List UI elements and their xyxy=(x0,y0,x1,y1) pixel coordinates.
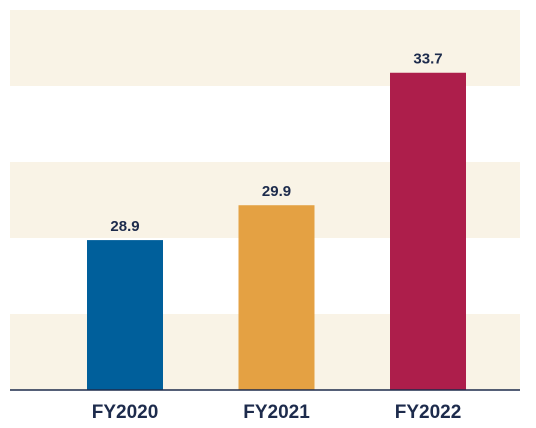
bar xyxy=(87,240,163,390)
bar xyxy=(238,205,315,390)
value-label: 28.9 xyxy=(110,218,139,235)
value-label: 33.7 xyxy=(413,51,442,68)
bar xyxy=(390,72,466,391)
x-tick-label: FY2021 xyxy=(243,402,310,423)
x-tick-label: FY2020 xyxy=(92,402,159,423)
x-tick-label: FY2022 xyxy=(395,402,462,423)
value-label: 29.9 xyxy=(262,183,291,200)
